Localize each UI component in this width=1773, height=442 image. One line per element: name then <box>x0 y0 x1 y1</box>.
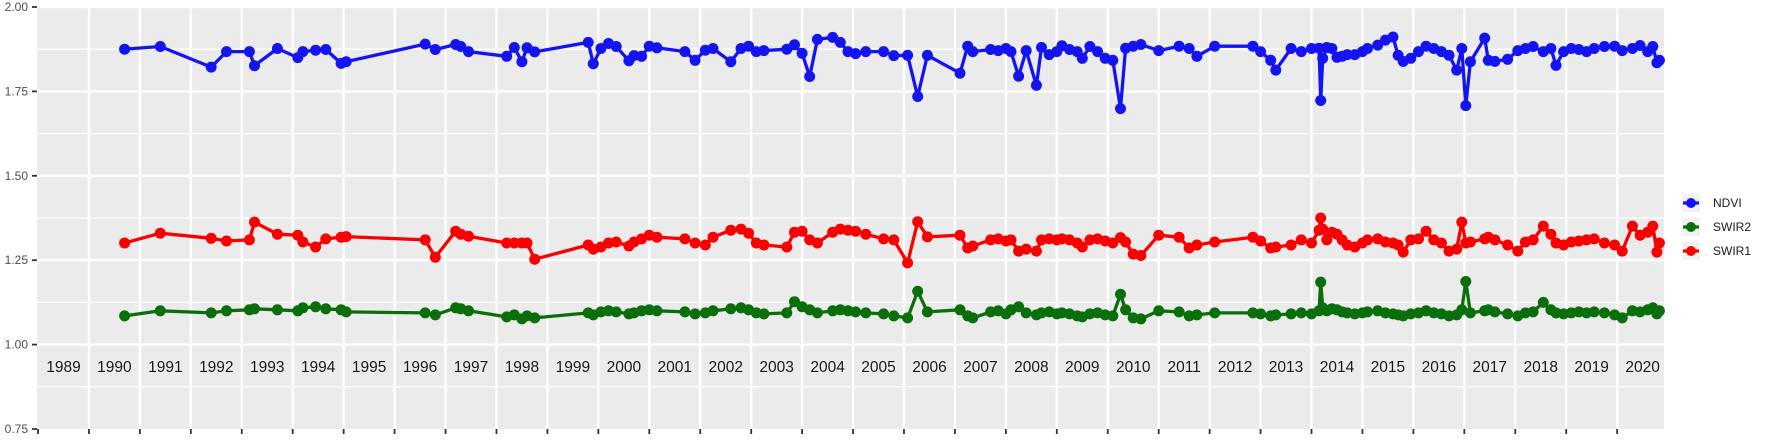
svg-text:1.75: 1.75 <box>5 84 29 98</box>
svg-text:2003: 2003 <box>759 359 793 376</box>
legend-label-swir1: SWIR1 <box>1713 244 1752 258</box>
svg-text:2007: 2007 <box>963 359 997 376</box>
legend-label-ndvi: NDVI <box>1713 196 1742 210</box>
y-axis-labels: 2.00 1.75 1.50 1.25 1.00 0.75 <box>5 0 29 436</box>
svg-text:1997: 1997 <box>454 359 488 376</box>
svg-text:2013: 2013 <box>1269 359 1303 376</box>
svg-text:1998: 1998 <box>505 359 539 376</box>
svg-text:2000: 2000 <box>607 359 642 376</box>
svg-text:2005: 2005 <box>861 359 895 376</box>
gridlines <box>37 5 1664 429</box>
ndvi-line-point-icon <box>1682 194 1700 212</box>
svg-text:1993: 1993 <box>250 359 284 376</box>
svg-text:2015: 2015 <box>1371 359 1405 376</box>
svg-text:1991: 1991 <box>148 359 182 376</box>
svg-text:1990: 1990 <box>97 359 132 376</box>
series-swir2 <box>119 276 1665 325</box>
svg-text:1.25: 1.25 <box>5 253 29 267</box>
svg-text:1989: 1989 <box>46 359 80 376</box>
legend-label-swir2: SWIR2 <box>1713 220 1752 234</box>
svg-text:2009: 2009 <box>1065 359 1099 376</box>
series-points-swir1 <box>119 212 1665 269</box>
svg-text:2019: 2019 <box>1574 359 1608 376</box>
legend-item-swir2: SWIR2 <box>1682 218 1751 236</box>
svg-text:2002: 2002 <box>708 359 742 376</box>
svg-text:1.50: 1.50 <box>5 169 29 183</box>
svg-text:0.75: 0.75 <box>5 422 29 436</box>
svg-text:2020: 2020 <box>1625 359 1660 376</box>
svg-text:2012: 2012 <box>1218 359 1252 376</box>
swir1-line-point-icon <box>1682 242 1700 260</box>
svg-text:2014: 2014 <box>1320 359 1355 376</box>
svg-text:1.00: 1.00 <box>5 338 29 352</box>
x-axis-year-labels: 1989 1990 1991 1992 1993 1994 1995 1996 1997 1998… <box>46 359 1660 376</box>
svg-text:1999: 1999 <box>556 359 590 376</box>
svg-text:2011: 2011 <box>1167 359 1200 376</box>
svg-text:2008: 2008 <box>1014 359 1048 376</box>
chart-legend: NDVI SWIR2 SWIR1 <box>1682 194 1751 260</box>
svg-text:2017: 2017 <box>1473 359 1507 376</box>
series-points-ndvi <box>119 31 1665 115</box>
svg-text:2006: 2006 <box>912 359 946 376</box>
svg-text:1995: 1995 <box>352 359 386 376</box>
series-ndvi <box>119 31 1665 115</box>
svg-text:2018: 2018 <box>1523 359 1557 376</box>
series-swir1 <box>119 212 1665 269</box>
svg-text:2016: 2016 <box>1422 359 1456 376</box>
svg-text:2004: 2004 <box>810 359 845 376</box>
svg-text:2.00: 2.00 <box>5 0 29 14</box>
svg-text:2010: 2010 <box>1116 359 1151 376</box>
svg-text:2001: 2001 <box>658 359 692 376</box>
legend-item-swir1: SWIR1 <box>1682 242 1751 260</box>
svg-text:1992: 1992 <box>199 359 233 376</box>
axis-ticks <box>32 6 1619 434</box>
svg-text:1996: 1996 <box>403 359 437 376</box>
series-points-swir2 <box>119 276 1665 325</box>
svg-text:1994: 1994 <box>301 359 336 376</box>
legend-item-ndvi: NDVI <box>1682 194 1751 212</box>
swir2-line-point-icon <box>1682 218 1700 236</box>
